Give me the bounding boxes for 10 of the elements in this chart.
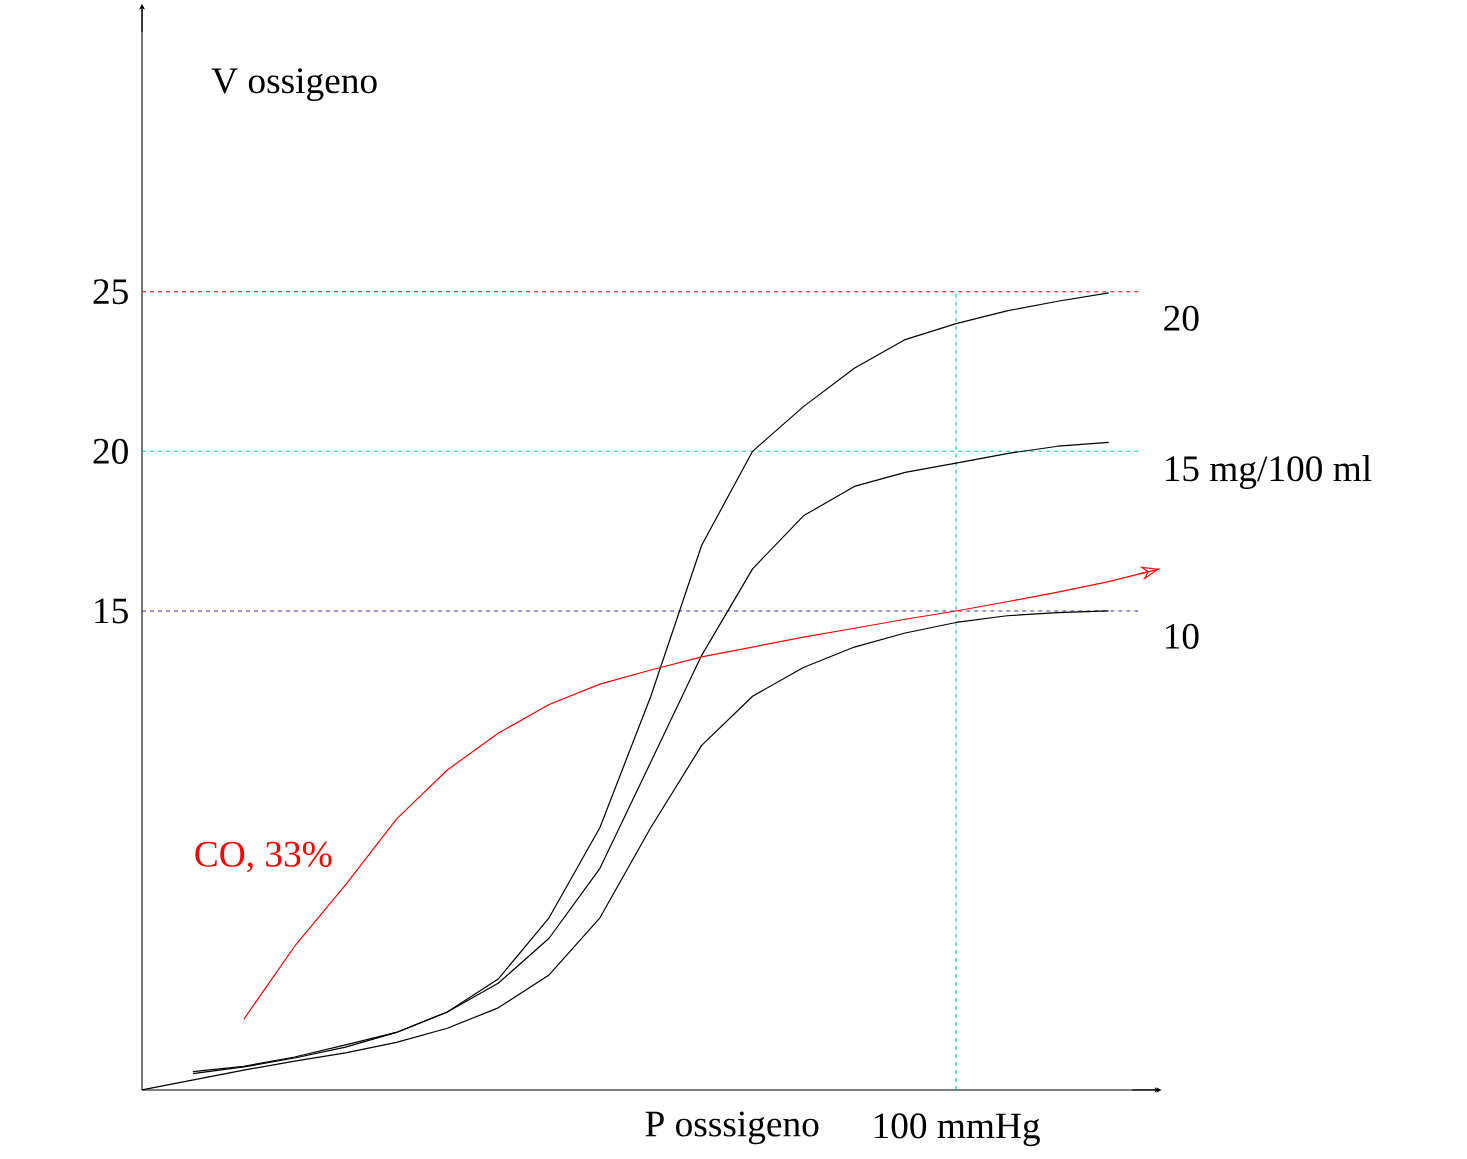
y-tick-label: 15	[95, 598, 128, 624]
y-tick-label: 20	[93, 438, 128, 464]
x-axis-title: P osssigeno	[645, 1111, 819, 1145]
series-label: 15 mg/100 ml	[1165, 455, 1372, 490]
series-label: 20	[1164, 305, 1199, 331]
series-label: CO, 33%	[195, 841, 332, 873]
y-axis-title: V ossigeno	[211, 68, 377, 102]
x-tick-label: 100 mmHg	[874, 1113, 1040, 1147]
y-tick-label: 25	[93, 279, 128, 305]
series-label: 10	[1165, 623, 1199, 649]
